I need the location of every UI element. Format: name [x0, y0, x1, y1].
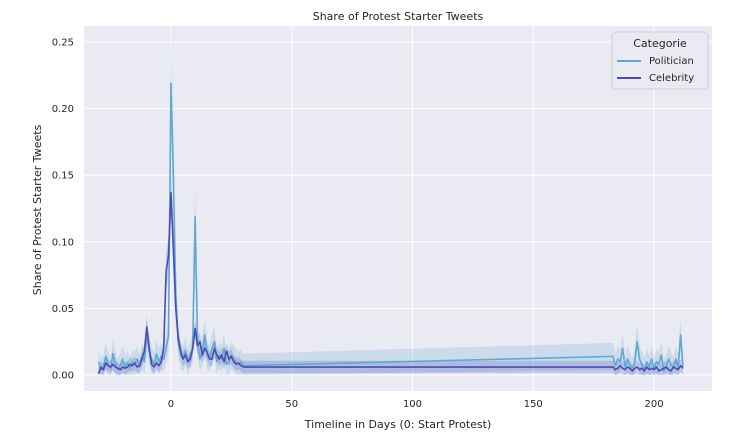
- x-axis: 0 50 100 150 200: [168, 399, 664, 410]
- legend: Categorie Politician Celebrity: [611, 31, 709, 90]
- chart-title: Share of Protest Starter Tweets: [313, 10, 484, 23]
- plot-area: [84, 26, 712, 391]
- legend-label-politician: Politician: [649, 56, 694, 67]
- y-tick-label: 0.00: [52, 371, 74, 382]
- series-line-celebrity: [97, 191, 684, 374]
- legend-label-celebrity: Celebrity: [649, 73, 694, 84]
- x-tick-label: 0: [168, 399, 174, 410]
- x-tick-label: 150: [524, 399, 543, 410]
- x-tick-label: 200: [644, 399, 663, 410]
- grid-lines: [84, 26, 712, 391]
- y-axis-label: Share of Protest Starter Tweets: [31, 124, 44, 295]
- legend-box: [611, 31, 709, 90]
- y-tick-label: 0.15: [52, 171, 74, 182]
- y-tick-label: 0.20: [52, 104, 74, 115]
- y-axis: 0.00 0.05 0.10 0.15 0.20 0.25: [52, 37, 74, 381]
- x-tick-label: 50: [285, 399, 298, 410]
- y-tick-label: 0.10: [52, 237, 74, 248]
- x-tick-label: 100: [403, 399, 422, 410]
- legend-title: Categorie: [633, 37, 687, 50]
- series-lines: [97, 82, 684, 374]
- x-axis-label: Timeline in Days (0: Start Protest): [304, 418, 491, 431]
- y-tick-label: 0.05: [52, 304, 74, 315]
- y-tick-label: 0.25: [52, 37, 74, 48]
